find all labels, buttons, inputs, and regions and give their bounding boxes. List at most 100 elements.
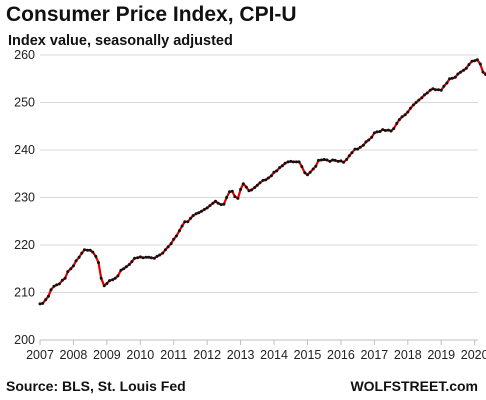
data-point bbox=[225, 196, 229, 199]
x-tick-label-2012: 2012 bbox=[193, 348, 221, 362]
data-point bbox=[80, 251, 84, 255]
data-point bbox=[300, 165, 304, 169]
data-point bbox=[414, 101, 418, 104]
data-point bbox=[172, 237, 176, 241]
data-point bbox=[44, 298, 48, 302]
x-tick-label-2015: 2015 bbox=[294, 348, 322, 362]
data-point bbox=[339, 159, 343, 163]
data-point bbox=[372, 131, 376, 135]
data-point bbox=[291, 160, 295, 164]
data-point bbox=[38, 302, 42, 306]
data-point bbox=[211, 201, 215, 205]
x-tick-label-2017: 2017 bbox=[360, 348, 388, 362]
data-point bbox=[149, 256, 153, 260]
chart-title: Consumer Price Index, CPI-U bbox=[6, 3, 297, 26]
data-point bbox=[336, 159, 340, 163]
data-point bbox=[163, 248, 167, 252]
data-point bbox=[166, 245, 170, 249]
gridlines bbox=[40, 54, 478, 341]
data-point bbox=[381, 128, 385, 132]
data-point bbox=[434, 88, 437, 92]
data-point bbox=[467, 63, 471, 66]
data-point bbox=[200, 209, 203, 213]
data-point bbox=[116, 274, 120, 278]
data-point bbox=[406, 110, 410, 114]
data-point bbox=[423, 93, 426, 97]
data-point bbox=[325, 158, 329, 162]
data-point bbox=[258, 181, 262, 185]
chart-subtitle: Index value, seasonally adjusted bbox=[8, 33, 233, 49]
data-point bbox=[378, 130, 382, 133]
data-point bbox=[88, 248, 92, 252]
data-point bbox=[205, 206, 209, 210]
data-point bbox=[459, 70, 463, 74]
data-point bbox=[255, 183, 259, 187]
data-point bbox=[152, 256, 156, 260]
data-point bbox=[91, 250, 95, 254]
data-point bbox=[403, 113, 407, 117]
data-point bbox=[437, 88, 440, 92]
data-point bbox=[203, 207, 206, 211]
data-point bbox=[158, 253, 162, 257]
data-point bbox=[428, 88, 432, 92]
x-tick-label-2010: 2010 bbox=[126, 348, 154, 362]
y-tick-label-200: 200 bbox=[14, 333, 35, 347]
data-point bbox=[358, 145, 362, 149]
data-point bbox=[386, 128, 390, 132]
data-point bbox=[464, 66, 468, 70]
data-point bbox=[108, 279, 111, 283]
data-point bbox=[122, 267, 126, 271]
data-point bbox=[375, 130, 379, 134]
data-point bbox=[425, 91, 429, 95]
data-point bbox=[46, 294, 50, 298]
data-point bbox=[392, 127, 396, 131]
data-point bbox=[364, 140, 368, 144]
data-point bbox=[320, 158, 323, 162]
y-tick-label-230: 230 bbox=[14, 191, 35, 205]
data-point bbox=[456, 72, 460, 76]
data-point bbox=[147, 255, 151, 259]
data-point bbox=[328, 159, 332, 163]
data-point bbox=[239, 187, 243, 191]
data-point bbox=[462, 68, 466, 72]
data-point bbox=[113, 276, 117, 280]
data-point bbox=[278, 166, 282, 170]
data-point bbox=[174, 234, 178, 238]
data-point bbox=[77, 255, 81, 259]
brand-mark: WOLFSTREET.com bbox=[350, 378, 478, 394]
data-point bbox=[420, 96, 424, 100]
data-point bbox=[431, 87, 435, 91]
data-point bbox=[74, 259, 78, 263]
y-axis-ticks: 200 210 220 230 240 250 260 bbox=[14, 48, 35, 347]
data-point bbox=[133, 256, 137, 260]
data-point bbox=[250, 188, 254, 192]
data-point bbox=[453, 75, 457, 79]
data-point bbox=[241, 182, 245, 186]
data-point bbox=[97, 261, 100, 265]
data-point bbox=[161, 251, 165, 255]
data-point bbox=[219, 203, 223, 207]
data-point bbox=[197, 211, 201, 215]
data-point bbox=[66, 270, 70, 274]
data-point bbox=[297, 160, 301, 164]
data-point bbox=[55, 283, 59, 287]
data-point bbox=[356, 147, 360, 151]
data-point bbox=[442, 84, 446, 88]
data-point bbox=[180, 224, 184, 228]
x-tick-label-2009: 2009 bbox=[93, 348, 121, 362]
data-point bbox=[141, 256, 145, 260]
data-point bbox=[397, 118, 401, 122]
data-point bbox=[57, 282, 61, 286]
data-point bbox=[475, 58, 479, 62]
data-point bbox=[189, 216, 192, 220]
data-point bbox=[347, 154, 351, 158]
data-point bbox=[269, 174, 273, 178]
data-point bbox=[127, 263, 131, 266]
data-point bbox=[144, 255, 148, 259]
data-point bbox=[183, 220, 187, 224]
data-point bbox=[412, 103, 415, 107]
source-note: Source: BLS, St. Louis Fed bbox=[6, 378, 186, 394]
data-point bbox=[448, 77, 452, 81]
data-point bbox=[247, 189, 251, 193]
